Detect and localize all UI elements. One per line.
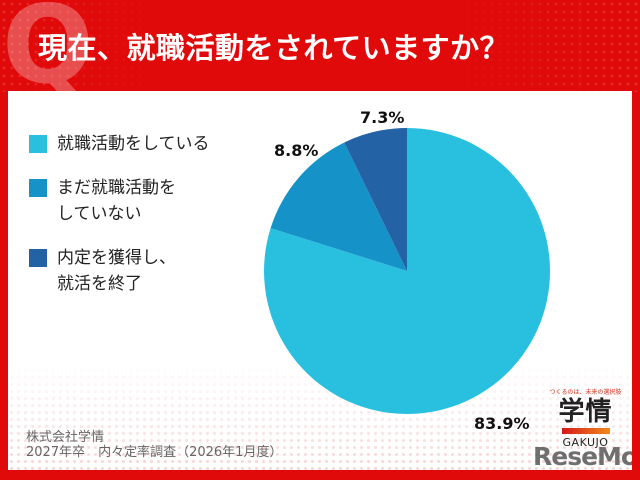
logo-name: GAKUJO [562, 436, 609, 449]
source-company: 株式会社学情 [26, 430, 105, 445]
chart-card: 就職活動をしている まだ就職活動を していない 内定を獲得し、 就活を終了 7.… [8, 91, 632, 470]
pie-chart [264, 128, 551, 414]
gakujo-logo: つくるのは、未来の選択肢 学情 GAKUJO [543, 387, 628, 449]
legend-label: まだ就職活動を していない [57, 178, 176, 224]
legend-item-job-hunting: 就職活動をしている [29, 131, 257, 157]
q-mark-icon: Q [2, 0, 94, 108]
legend-label: 就職活動をしている [57, 134, 210, 154]
pie-slice-finished [344, 128, 407, 271]
legend-swatch-icon [29, 135, 47, 153]
data-label-not-started: 8.8% [274, 141, 319, 160]
resemom-watermark: ReseMom [533, 442, 632, 470]
data-label-job-hunting: 83.9% [474, 414, 530, 433]
data-label-finished: 7.3% [360, 108, 405, 127]
logo-bar [561, 428, 610, 434]
header-dot-pattern [0, 0, 640, 92]
source-survey: 2027年卒 内々定率調査（2026年1月度） [26, 445, 283, 460]
legend-item-finished: 内定を獲得し、 就活を終了 [29, 245, 257, 297]
page-title: 現在、就職活動をされていますか？ [38, 31, 510, 65]
logo-mark: 学情 [558, 397, 613, 427]
source-note: 株式会社学情 2027年卒 内々定率調査（2026年1月度） [26, 430, 282, 460]
legend-item-not-started: まだ就職活動を していない [29, 175, 257, 227]
legend-label: 内定を獲得し、 就活を終了 [57, 248, 176, 294]
pie-slice-job-hunting [264, 128, 551, 414]
legend-swatch-icon [29, 179, 47, 197]
legend-swatch-icon [29, 249, 47, 267]
pie-slice-not-started [270, 142, 407, 271]
logo-tagline: つくるのは、未来の選択肢 [549, 389, 622, 396]
